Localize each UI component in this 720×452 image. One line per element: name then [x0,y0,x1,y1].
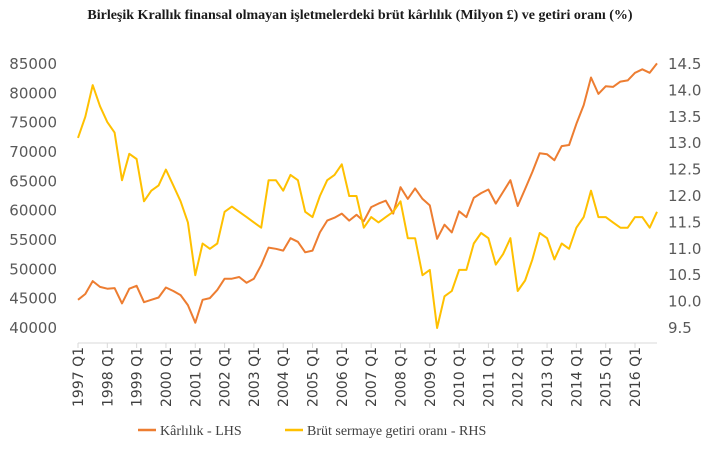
x-tick-label: 2008 Q1 [393,347,409,407]
right-y-tick-label: 9.5 [668,319,692,337]
legend: Kârlılık - LHS Brüt sermaye getiri oranı … [138,424,486,439]
right-y-tick-label: 12.5 [668,161,701,179]
x-tick-label: 2011 Q1 [481,347,497,407]
x-tick-label: 2012 Q1 [511,347,527,407]
x-axis: 1997 Q1 1998 Q1 1999 Q1 2000 Q1 2001 Q1 2002 … [71,342,657,407]
right-y-tick-label: 10.0 [668,293,701,311]
right-y-tick-label: 13.0 [668,134,701,152]
x-tick-label: 2016 Q1 [628,347,644,407]
right-y-tick-label: 14.0 [668,81,701,99]
left-y-tick-label: 40000 [9,319,57,337]
return-rate-line [77,84,658,329]
left-y-tick-label: 75000 [9,114,57,132]
right-y-tick-label: 11.5 [668,213,701,231]
right-y-tick-label: 14.5 [668,55,701,73]
x-tick-label: 1998 Q1 [100,347,116,407]
x-tick-label: 2000 Q1 [159,347,175,407]
series-lines [77,62,658,329]
x-tick-label: 2013 Q1 [540,347,556,407]
x-tick-label: 2007 Q1 [364,347,380,407]
profitability-line [77,62,658,324]
right-y-axis: 14.5 14.0 13.5 13.0 12.5 12.0 11.5 11.0 10.5 10.0… [668,55,701,337]
right-y-tick-label: 13.5 [668,108,701,126]
x-tick-label: 1999 Q1 [130,347,146,407]
x-tick-label: 2015 Q1 [599,347,615,407]
left-y-tick-label: 50000 [9,260,57,278]
right-y-tick-label: 10.5 [668,266,701,284]
x-tick-label: 2009 Q1 [423,347,439,407]
legend-label-profitability: Kârlılık - LHS [160,424,242,439]
x-tick-label: 2002 Q1 [218,347,234,407]
right-y-tick-label: 11.0 [668,240,701,258]
left-y-tick-label: 80000 [9,84,57,102]
left-y-tick-label: 60000 [9,202,57,220]
legend-label-return-rate: Brüt sermaye getiri oranı - RHS [307,424,486,439]
x-tick-label: 2014 Q1 [569,347,585,407]
x-tick-label: 2004 Q1 [276,347,292,407]
left-y-tick-label: 45000 [9,290,57,308]
x-tick-label: 2010 Q1 [452,347,468,407]
x-tick-label: 2005 Q1 [306,347,322,407]
x-tick-label: 2001 Q1 [188,347,204,407]
x-tick-label: 2003 Q1 [247,347,263,407]
left-y-tick-label: 65000 [9,172,57,190]
left-y-axis: 85000 80000 75000 70000 65000 60000 55000 50000… [9,55,57,337]
x-tick-label: 2006 Q1 [335,347,351,407]
chart-title: Birleşik Krallık finansal olmayan işletm… [87,8,633,23]
x-tick-label: 1997 Q1 [71,347,87,407]
left-y-tick-label: 70000 [9,143,57,161]
left-y-tick-label: 85000 [9,55,57,73]
right-y-tick-label: 12.0 [668,187,701,205]
left-y-tick-label: 55000 [9,231,57,249]
